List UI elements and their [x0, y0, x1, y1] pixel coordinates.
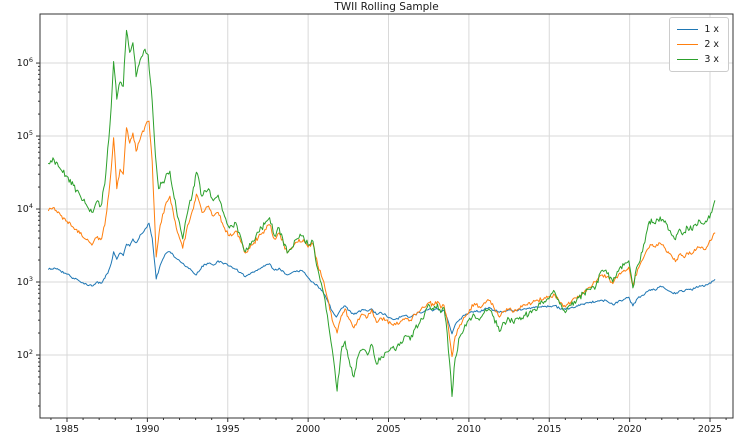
y-tick-label: 106 — [17, 56, 33, 69]
legend-label: 2 x — [704, 39, 719, 50]
legend-swatch — [677, 59, 699, 60]
y-tick-label: 105 — [17, 129, 33, 142]
legend-label: 1 x — [704, 24, 719, 35]
legend-item-2x: 2 x — [677, 37, 719, 52]
x-tick-label: 2020 — [618, 424, 642, 435]
x-tick-label: 2015 — [537, 424, 561, 435]
series-line-1x — [48, 222, 716, 335]
grid-lines — [40, 14, 733, 418]
y-tick-label: 104 — [17, 202, 33, 215]
x-tick-label: 1995 — [216, 424, 240, 435]
y-tick-label: 103 — [17, 275, 33, 288]
legend-label: 3 x — [704, 54, 719, 65]
series-line-3x — [48, 29, 716, 397]
x-tick-label: 2025 — [698, 424, 722, 435]
legend-item-3x: 3 x — [677, 52, 719, 67]
x-tick-label: 2000 — [296, 424, 320, 435]
legend: 1 x 2 x 3 x — [669, 17, 729, 72]
legend-swatch — [677, 44, 699, 45]
x-tick-label: 1985 — [55, 424, 79, 435]
x-tick-label: 1990 — [135, 424, 159, 435]
tick-labels: 1985 1990 1995 2000 2005 2010 2015 2020 2025 102 1… — [17, 56, 722, 435]
axis-ticks — [36, 62, 727, 422]
x-tick-label: 2010 — [457, 424, 481, 435]
x-tick-label: 2005 — [376, 424, 400, 435]
legend-item-1x: 1 x — [677, 22, 719, 37]
y-tick-label: 102 — [17, 348, 33, 361]
legend-swatch — [677, 29, 699, 30]
chart-title: TWII Rolling Sample — [334, 1, 439, 13]
series-lines — [48, 29, 716, 397]
